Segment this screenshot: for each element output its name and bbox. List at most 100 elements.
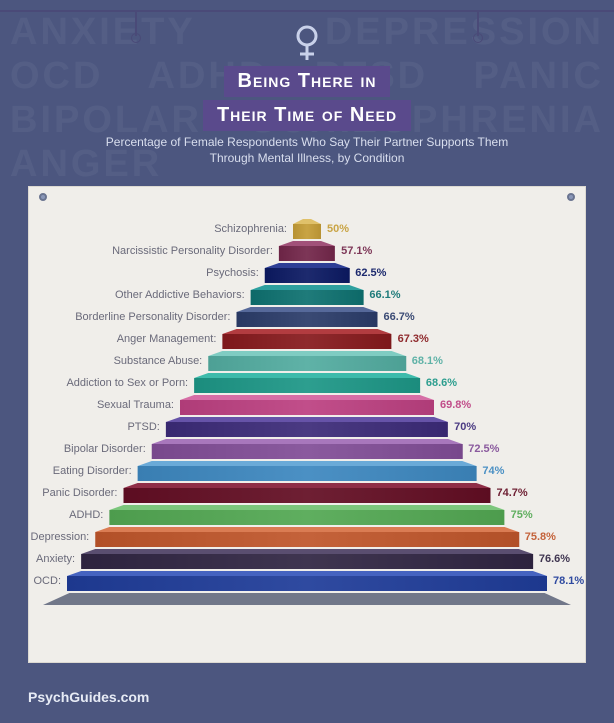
pyramid-chart: Schizophrenia:50%Narcissistic Personalit…	[29, 215, 585, 642]
pyramid-slab	[194, 373, 420, 393]
condition-label: Substance Abuse:	[114, 355, 203, 367]
pyramid-row: Narcissistic Personality Disorder:57.1%	[29, 241, 585, 263]
slab-top-face	[95, 527, 519, 532]
slab-front-face	[265, 268, 350, 283]
female-icon	[292, 24, 322, 67]
title-banner: Being There in Their Time of Need	[132, 66, 482, 134]
pyramid-slab	[251, 285, 364, 305]
condition-label: Anger Management:	[117, 333, 217, 345]
slab-top-face	[265, 263, 350, 268]
pyramid-row: Schizophrenia:50%	[29, 219, 585, 241]
percentage-value: 68.1%	[412, 355, 443, 367]
pyramid-slab	[208, 351, 406, 371]
slab-front-face	[95, 532, 519, 547]
slab-top-face	[293, 219, 321, 224]
source-credit: PsychGuides.com	[28, 689, 149, 705]
pyramid-slab	[222, 329, 391, 349]
title-line-1: Being There in	[224, 66, 391, 97]
slab-front-face	[109, 510, 504, 525]
hanger-left	[135, 10, 137, 36]
percentage-value: 66.1%	[369, 289, 400, 301]
condition-label: Sexual Trauma:	[97, 399, 174, 411]
condition-label: Other Addictive Behaviors:	[115, 289, 245, 301]
slab-top-face	[237, 307, 378, 312]
slab-top-face	[81, 549, 533, 554]
slab-front-face	[67, 576, 547, 591]
condition-label: ADHD:	[69, 509, 103, 521]
condition-label: Psychosis:	[206, 267, 259, 279]
percentage-value: 75.8%	[525, 531, 556, 543]
percentage-value: 68.6%	[426, 377, 457, 389]
percentage-value: 72.5%	[468, 443, 499, 455]
rivet-icon	[567, 193, 575, 201]
pyramid-slab	[152, 439, 463, 459]
condition-label: Bipolar Disorder:	[64, 443, 146, 455]
slab-top-face	[138, 461, 477, 466]
slab-top-face	[251, 285, 364, 290]
slab-top-face	[124, 483, 491, 488]
slab-front-face	[251, 290, 364, 305]
slab-front-face	[293, 224, 321, 239]
hanger-right	[477, 10, 479, 36]
slab-front-face	[152, 444, 463, 459]
condition-label: Eating Disorder:	[53, 465, 132, 477]
pyramid-row: Bipolar Disorder: 72.5%	[29, 439, 585, 461]
condition-label: Addiction to Sex or Porn:	[66, 377, 188, 389]
percentage-value: 57.1%	[341, 245, 372, 257]
pyramid-row: Anger Management:67.3%	[29, 329, 585, 351]
pyramid-row: PTSD: 70%	[29, 417, 585, 439]
slab-front-face	[208, 356, 406, 371]
percentage-value: 74.7%	[497, 487, 528, 499]
condition-label: Depression:	[31, 531, 90, 543]
pyramid-row: Substance Abuse: 68.1%	[29, 351, 585, 373]
percentage-value: 76.6%	[539, 553, 570, 565]
pyramid-row: Eating Disorder: 74%	[29, 461, 585, 483]
slab-front-face	[180, 400, 434, 415]
pyramid-row: OCD: 78.1%	[29, 571, 585, 593]
pyramid-base-shadow	[43, 593, 571, 605]
slab-top-face	[222, 329, 391, 334]
pyramid-slab	[279, 241, 335, 261]
slab-front-face	[237, 312, 378, 327]
pyramid-row: Addiction to Sex or Porn: 68.6%	[29, 373, 585, 395]
slab-front-face	[81, 554, 533, 569]
pyramid-row: Panic Disorder:74.7%	[29, 483, 585, 505]
pyramid-slab	[95, 527, 519, 547]
condition-label: Anxiety:	[36, 553, 75, 565]
slab-top-face	[208, 351, 406, 356]
percentage-value: 66.7%	[384, 311, 415, 323]
pyramid-slab	[81, 549, 533, 569]
percentage-value: 74%	[482, 465, 504, 477]
subtitle: Percentage of Female Respondents Who Say…	[87, 134, 527, 166]
slab-front-face	[138, 466, 477, 481]
percentage-value: 70%	[454, 421, 476, 433]
condition-label: Borderline Personality Disorder:	[75, 311, 230, 323]
slab-top-face	[180, 395, 434, 400]
pyramid-slab	[109, 505, 504, 525]
slab-top-face	[279, 241, 335, 246]
condition-label: OCD:	[34, 575, 62, 587]
slab-top-face	[152, 439, 463, 444]
pyramid-slab	[124, 483, 491, 503]
percentage-value: 78.1%	[553, 575, 584, 587]
pyramid-row: Psychosis: 62.5%	[29, 263, 585, 285]
slab-top-face	[194, 373, 420, 378]
pyramid-slab	[237, 307, 378, 327]
pyramid-slab	[67, 571, 547, 591]
rivet-icon	[39, 193, 47, 201]
pyramid-slab	[138, 461, 477, 481]
pyramid-slab	[166, 417, 448, 437]
slab-top-face	[166, 417, 448, 422]
percentage-value: 62.5%	[355, 267, 386, 279]
pyramid-row: Borderline Personality Disorder: 66.7%	[29, 307, 585, 329]
slab-front-face	[222, 334, 391, 349]
pyramid-slab	[293, 219, 321, 239]
pyramid-row: ADHD:75%	[29, 505, 585, 527]
pyramid-slab	[265, 263, 350, 283]
percentage-value: 50%	[327, 223, 349, 235]
slab-top-face	[109, 505, 504, 510]
condition-label: PTSD:	[127, 421, 159, 433]
slab-front-face	[194, 378, 420, 393]
slab-top-face	[67, 571, 547, 576]
hanger-bar	[0, 10, 614, 12]
